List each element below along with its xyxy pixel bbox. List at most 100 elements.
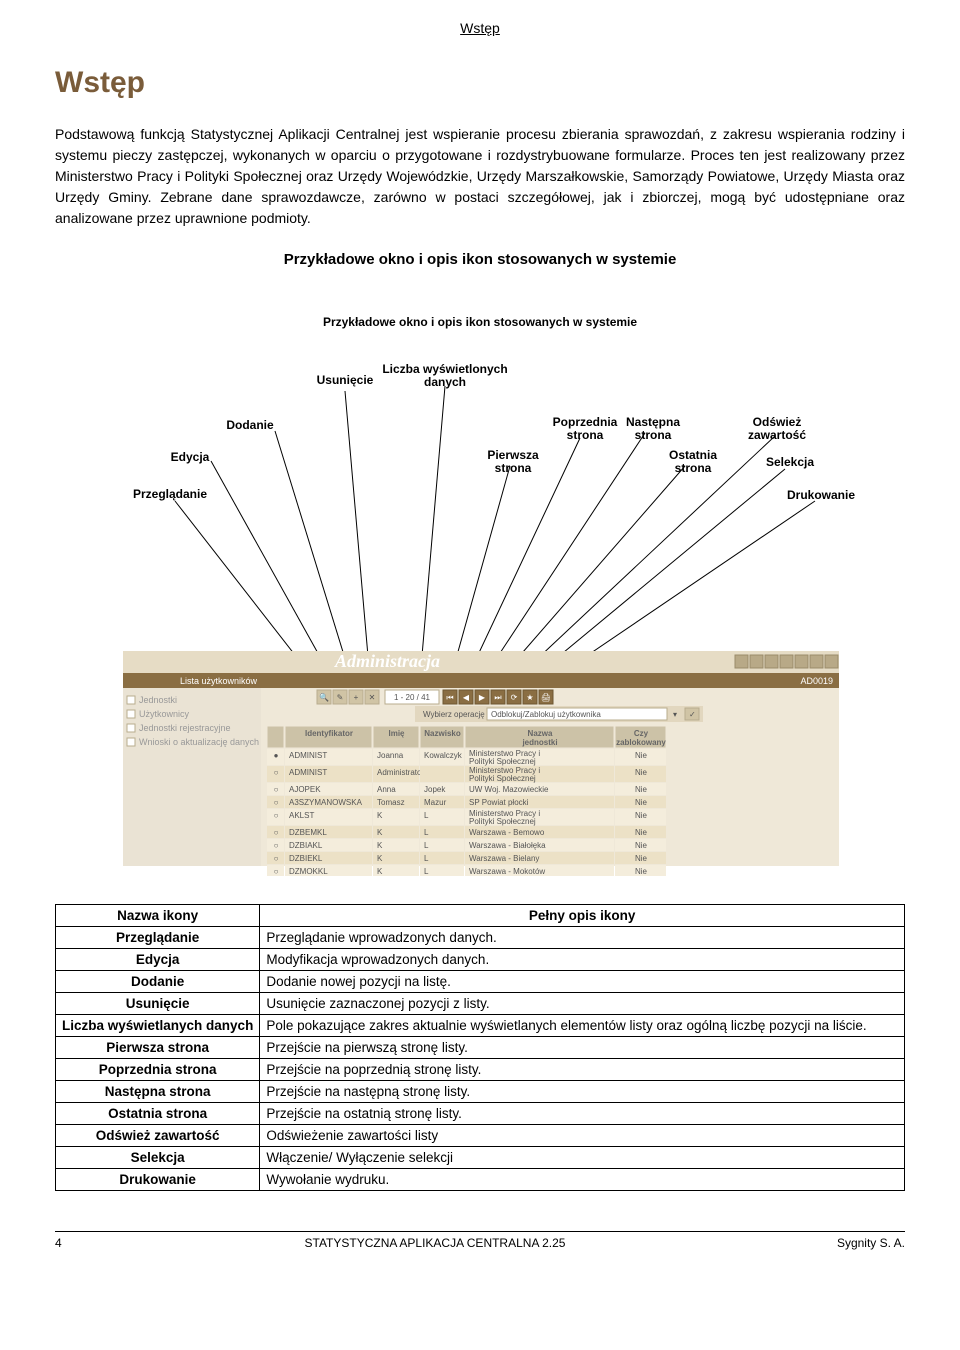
- svg-text:K: K: [377, 841, 383, 850]
- svg-text:+: +: [354, 693, 359, 702]
- svg-text:Nie: Nie: [635, 768, 648, 777]
- svg-text:K: K: [377, 811, 383, 820]
- svg-text:Jednostki rejestracyjne: Jednostki rejestracyjne: [139, 723, 231, 733]
- icon-desc-cell: Przejście na pierwszą stronę listy.: [260, 1037, 905, 1059]
- svg-text:Imię: Imię: [388, 729, 405, 738]
- diagram-container: Przykładowe okno i opis ikon stosowanych…: [55, 286, 905, 876]
- svg-text:Warszawa - Bemowo: Warszawa - Bemowo: [469, 828, 545, 837]
- table-row: Następna stronaPrzejście na następną str…: [56, 1081, 905, 1103]
- svg-text:K: K: [377, 854, 383, 863]
- icon-desc-cell: Przeglądanie wprowadzonych danych.: [260, 927, 905, 949]
- svg-text:Drukowanie: Drukowanie: [787, 488, 855, 502]
- svg-text:Ostatniastrona: Ostatniastrona: [669, 448, 717, 475]
- icon-desc-cell: Przejście na następną stronę listy.: [260, 1081, 905, 1103]
- table-row: UsunięcieUsunięcie zaznaczonej pozycji z…: [56, 993, 905, 1015]
- svg-text:⏮: ⏮: [446, 693, 453, 702]
- page-footer: 4 STATYSTYCZNA APLIKACJA CENTRALNA 2.25 …: [55, 1231, 905, 1250]
- svg-text:AD0019: AD0019: [800, 676, 833, 686]
- icon-name-cell: Liczba wyświetlanych danych: [56, 1015, 260, 1037]
- svg-text:Nazwisko: Nazwisko: [424, 729, 461, 738]
- svg-text:SP Powiat płocki: SP Powiat płocki: [469, 798, 529, 807]
- svg-text:○: ○: [274, 798, 279, 807]
- svg-text:Warszawa - Białołęka: Warszawa - Białołęka: [469, 841, 546, 850]
- icon-name-cell: Przeglądanie: [56, 927, 260, 949]
- svg-text:Identyfikator: Identyfikator: [305, 729, 353, 738]
- svg-text:Odświeżzawartość: Odświeżzawartość: [748, 415, 806, 442]
- svg-text:Nie: Nie: [635, 811, 648, 820]
- svg-text:Liczba wyświetlonychdanych: Liczba wyświetlonychdanych: [382, 362, 507, 389]
- icon-name-cell: Usunięcie: [56, 993, 260, 1015]
- table-row: Pierwsza stronaPrzejście na pierwszą str…: [56, 1037, 905, 1059]
- svg-text:Edycja: Edycja: [171, 450, 210, 464]
- intro-paragraph: Podstawową funkcją Statystycznej Aplikac…: [55, 124, 905, 229]
- svg-text:ADMINIST: ADMINIST: [289, 751, 327, 760]
- icon-desc-cell: Odświeżenie zawartości listy: [260, 1125, 905, 1147]
- table-row: Odśwież zawartośćOdświeżenie zawartości …: [56, 1125, 905, 1147]
- svg-text:○: ○: [274, 828, 279, 837]
- svg-text:▾: ▾: [673, 710, 677, 719]
- svg-text:Nazwajednostki: Nazwajednostki: [521, 729, 557, 747]
- svg-text:○: ○: [274, 811, 279, 820]
- svg-text:🖨: 🖨: [541, 693, 551, 702]
- svg-text:○: ○: [274, 768, 279, 777]
- svg-text:⏭: ⏭: [494, 693, 501, 702]
- table-row: DodanieDodanie nowej pozycji na listę.: [56, 971, 905, 993]
- svg-text:○: ○: [274, 854, 279, 863]
- section-heading: Przykładowe okno i opis ikon stosowanych…: [55, 251, 905, 268]
- svg-text:✎: ✎: [337, 693, 344, 702]
- icon-description-table: Nazwa ikony Pełny opis ikony Przeglądani…: [55, 904, 905, 1191]
- footer-center: STATYSTYCZNA APLIKACJA CENTRALNA 2.25: [85, 1236, 785, 1250]
- svg-text:1 - 20 / 41: 1 - 20 / 41: [394, 693, 431, 702]
- svg-text:K: K: [377, 867, 383, 876]
- icon-desc-cell: Przejście na poprzednią stronę listy.: [260, 1059, 905, 1081]
- icon-desc-cell: Modyfikacja wprowadzonych danych.: [260, 949, 905, 971]
- svg-text:L: L: [424, 867, 429, 876]
- svg-text:Anna: Anna: [377, 785, 396, 794]
- svg-text:K: K: [377, 828, 383, 837]
- svg-text:Jopek: Jopek: [424, 785, 446, 794]
- svg-text:Usunięcie: Usunięcie: [317, 373, 374, 387]
- svg-text:Joanna: Joanna: [377, 751, 404, 760]
- icon-desc-cell: Dodanie nowej pozycji na listę.: [260, 971, 905, 993]
- svg-text:Poprzedniastrona: Poprzedniastrona: [553, 415, 618, 442]
- icon-diagram: Przykładowe okno i opis ikon stosowanych…: [55, 286, 905, 876]
- svg-text:Przeglądanie: Przeglądanie: [133, 487, 207, 501]
- table-row: Poprzednia stronaPrzejście na poprzednią…: [56, 1059, 905, 1081]
- table-row: SelekcjaWłączenie/ Wyłączenie selekcji: [56, 1147, 905, 1169]
- svg-text:Ministerstwo Pracy iPolityki S: Ministerstwo Pracy iPolityki Społecznej: [469, 809, 540, 826]
- svg-text:AKLST: AKLST: [289, 811, 314, 820]
- svg-text:Ministerstwo Pracy iPolityki S: Ministerstwo Pracy iPolityki Społecznej: [469, 749, 540, 766]
- icon-name-cell: Odśwież zawartość: [56, 1125, 260, 1147]
- svg-text:Wybierz operację: Wybierz operację: [423, 710, 485, 719]
- icon-name-cell: Ostatnia strona: [56, 1103, 260, 1125]
- svg-text:UW Woj. Mazowieckie: UW Woj. Mazowieckie: [469, 785, 549, 794]
- svg-text:A3SZYMANOWSKA: A3SZYMANOWSKA: [289, 798, 363, 807]
- svg-text:🔍: 🔍: [319, 692, 329, 702]
- svg-text:Odblokuj/Zablokuj użytkownika: Odblokuj/Zablokuj użytkownika: [491, 710, 601, 719]
- svg-text:Selekcja: Selekcja: [766, 455, 814, 469]
- svg-text:○: ○: [274, 785, 279, 794]
- footer-page-number: 4: [55, 1236, 85, 1250]
- table-row: PrzeglądaniePrzeglądanie wprowadzonych d…: [56, 927, 905, 949]
- svg-text:Lista użytkowników: Lista użytkowników: [180, 676, 258, 686]
- document-title: Wstęp: [55, 66, 905, 100]
- svg-text:Jednostki: Jednostki: [139, 695, 177, 705]
- page: Wstęp Wstęp Podstawową funkcją Statystyc…: [0, 0, 960, 1280]
- svg-text:Kowalczyk: Kowalczyk: [424, 751, 463, 760]
- svg-text:▶: ▶: [479, 693, 486, 702]
- icon-name-cell: Drukowanie: [56, 1169, 260, 1191]
- svg-text:✓: ✓: [689, 710, 696, 719]
- svg-text:Warszawa - Mokotów: Warszawa - Mokotów: [469, 867, 545, 876]
- svg-text:○: ○: [274, 841, 279, 850]
- svg-text:L: L: [424, 854, 429, 863]
- svg-text:Nie: Nie: [635, 854, 648, 863]
- icon-desc-cell: Przejście na ostatnią stronę listy.: [260, 1103, 905, 1125]
- svg-text:DZBIAKL: DZBIAKL: [289, 841, 323, 850]
- svg-text:✕: ✕: [369, 693, 376, 702]
- svg-text:Warszawa - Bielany: Warszawa - Bielany: [469, 854, 539, 863]
- svg-text:Nie: Nie: [635, 785, 648, 794]
- svg-text:Administrator: Administrator: [377, 768, 424, 777]
- svg-text:Nie: Nie: [635, 841, 648, 850]
- footer-right: Sygnity S. A.: [785, 1236, 905, 1250]
- table-row: Ostatnia stronaPrzejście na ostatnią str…: [56, 1103, 905, 1125]
